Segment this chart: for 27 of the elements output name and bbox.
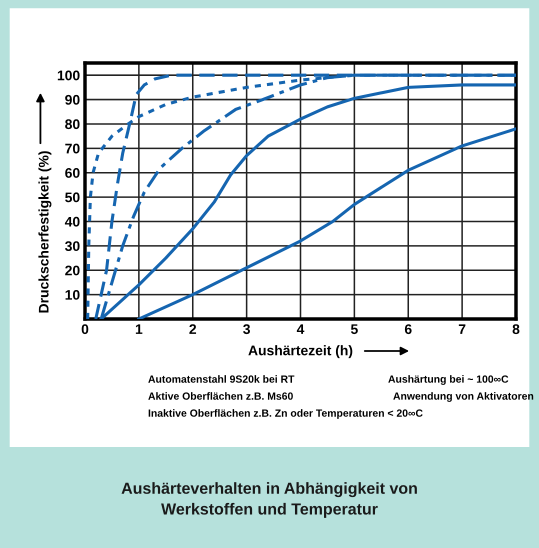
y-tick-label: 30	[65, 241, 80, 252]
x-tick-label: 7	[458, 324, 466, 334]
y-tick-label: 70	[65, 144, 80, 154]
x-tick-label: 0	[82, 324, 88, 334]
x-tick-label: 2	[189, 324, 196, 334]
text: Automatenstahl 9S20k bei RT	[148, 375, 294, 383]
text: Anwendung von Aktivatoren	[393, 392, 534, 402]
y-tick-label: 20	[65, 266, 80, 276]
y-tick-label: 90	[65, 94, 80, 105]
x-tick-label: 8	[512, 324, 520, 334]
x-tick-label: 4	[296, 324, 304, 334]
text: Inaktive Oberflächen z.B. Zn oder Temperaturen < 20∞C	[148, 409, 423, 419]
y-tick-label: 60	[65, 168, 80, 178]
x-tick-label: 5	[350, 324, 358, 334]
y-tick-label: 80	[65, 119, 80, 130]
y-tick-label: 40	[64, 216, 80, 227]
y-tick-label: 50	[65, 192, 80, 202]
text: Aktive Oberflächen z.B. Ms60	[148, 392, 293, 400]
y-tick-label: 10	[66, 290, 80, 300]
x-tick-label: 1	[136, 324, 142, 334]
y-axis-title: Druckscherfestigkeit (%)	[38, 151, 52, 312]
x-tick-label: 6	[404, 324, 412, 334]
text: Aushärtung bei ~ 100∞C	[388, 375, 508, 385]
text: Aushärteverhalten in Abhängigkeit von Werkstoffen und Temperatur	[122, 482, 417, 518]
x-tick-label: 3	[243, 324, 250, 334]
x-axis-title: Aushärtezeit (h)	[248, 345, 352, 358]
y-tick-label: 100	[58, 70, 80, 80]
